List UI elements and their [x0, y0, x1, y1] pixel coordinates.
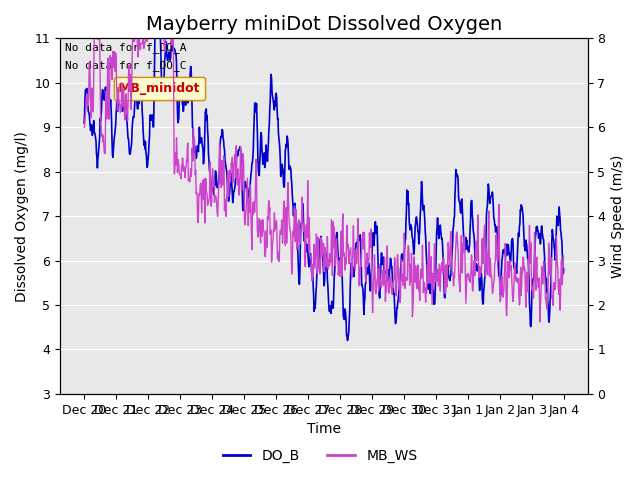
Text: No data for f_DO_A: No data for f_DO_A — [65, 42, 187, 53]
Legend: MB_minidot: MB_minidot — [114, 77, 205, 99]
X-axis label: Time: Time — [307, 422, 341, 436]
Y-axis label: Wind Speed (m/s): Wind Speed (m/s) — [611, 155, 625, 278]
Y-axis label: Dissolved Oxygen (mg/l): Dissolved Oxygen (mg/l) — [15, 131, 29, 301]
Text: No data for f_DO_C: No data for f_DO_C — [65, 60, 187, 71]
Legend: DO_B, MB_WS: DO_B, MB_WS — [217, 443, 423, 468]
Title: Mayberry miniDot Dissolved Oxygen: Mayberry miniDot Dissolved Oxygen — [146, 15, 502, 34]
